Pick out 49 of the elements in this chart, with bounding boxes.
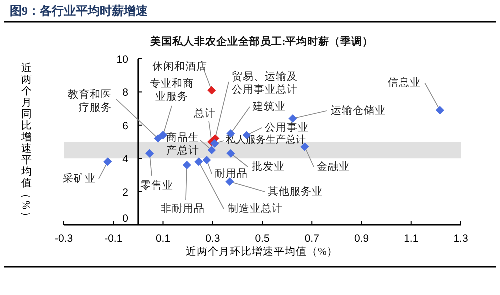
point: [226, 149, 236, 158]
annotation: 信息业: [388, 76, 421, 89]
x-tick-label: 1.3: [454, 233, 468, 245]
y-tick-label: 10: [116, 54, 129, 66]
annotation: 采矿业: [63, 172, 96, 185]
point: [210, 139, 220, 148]
annotation: 教育和医疗服务: [68, 88, 112, 114]
y-tick-label: 0: [122, 213, 129, 225]
y-tick-label: 8: [122, 87, 129, 100]
point: [208, 86, 216, 95]
chart-subtitle: 美国私人非农企业全部员工:平均时薪（季调）: [149, 35, 374, 48]
point: [154, 134, 163, 143]
point: [208, 146, 216, 155]
x-axis-title: 近两个月环比增速平均值（%）: [186, 245, 338, 258]
annotation: 零售业: [140, 179, 174, 192]
x-tick-label: 0.1: [156, 233, 171, 245]
y-tick-label: 2: [122, 186, 129, 199]
y-tick-label: 4: [122, 154, 129, 166]
x-tick-label: 0.3: [206, 233, 220, 245]
annotation: 总计: [193, 107, 216, 120]
annotation: 商品生产总计: [166, 131, 200, 157]
annotation: 公用事业: [265, 121, 309, 134]
ylabel: 近两个月同比增速平均值（%）: [20, 63, 32, 222]
x-tick-label: 0.9: [354, 233, 370, 245]
point: [194, 158, 204, 166]
point: [146, 149, 154, 158]
annotation: 非耐用品: [161, 202, 205, 215]
annotation: 耐用品: [215, 168, 248, 180]
annotation: 其他服务业: [268, 185, 323, 198]
annotation: 运输仓储业: [331, 104, 386, 117]
x-tick-label: 0.5: [255, 233, 270, 245]
x-tick-label: 1.1: [404, 233, 419, 245]
x-tick-label: -0.3: [54, 233, 74, 245]
annotation: 建筑业: [252, 100, 286, 113]
y-tick-label: 6: [122, 120, 129, 132]
x-tick-label: 0.7: [304, 233, 320, 245]
point: [182, 160, 192, 170]
point: [436, 106, 444, 115]
annotation: 贸易、运输及公用事业总计: [232, 70, 298, 96]
point: [202, 156, 212, 165]
annotation: 批发业: [252, 160, 285, 173]
annotation: 休闲和酒店: [152, 60, 208, 73]
annotation: 金融业: [317, 160, 350, 173]
x-tick-label: -0.1: [104, 233, 123, 245]
annotation: 专业和商业服务: [150, 77, 194, 103]
point: [104, 158, 112, 166]
annotation: 制造业总计: [228, 202, 283, 215]
chart-title: 图9：各行业平均时薪增速: [10, 4, 149, 18]
point: [226, 178, 234, 186]
